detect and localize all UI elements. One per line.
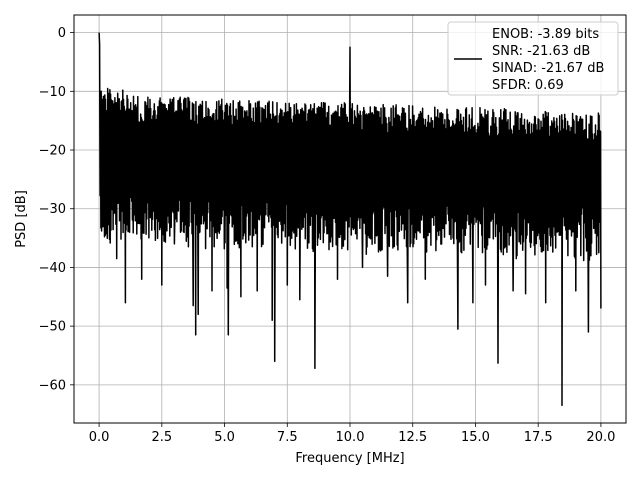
x-tick-label: 12.5 <box>398 430 427 445</box>
legend-box <box>447 21 619 96</box>
x-axis-ticks: 0.0 2.5 5.0 7.5 10.0 12.5 15.0 17.5 20.0 <box>89 423 615 445</box>
x-tick-label: 20.0 <box>586 430 615 445</box>
y-tick-label: −30 <box>39 202 66 217</box>
x-tick-label: 5.0 <box>214 430 235 445</box>
x-tick-label: 0.0 <box>89 430 110 445</box>
x-tick-label: 17.5 <box>524 430 553 445</box>
y-tick-label: −20 <box>39 144 66 159</box>
x-tick-label: 10.0 <box>336 430 365 445</box>
legend-line-snr: SNR: -21.63 dB <box>492 44 590 59</box>
legend-line-enob: ENOB: -3.89 bits <box>492 27 599 42</box>
y-axis-label: PSD [dB] <box>14 190 29 248</box>
legend-line-sfdr: SFDR: 0.69 <box>492 78 564 93</box>
y-tick-label: −60 <box>39 378 66 393</box>
legend: ENOB: -3.89 bits SNR: -21.63 dB SINAD: -… <box>447 21 619 96</box>
series-line <box>98 32 602 407</box>
y-tick-label: −10 <box>39 85 66 100</box>
y-tick-label: −40 <box>39 261 66 276</box>
x-tick-label: 2.5 <box>151 430 172 445</box>
y-tick-label: −50 <box>39 320 66 335</box>
legend-line-sinad: SINAD: -21.67 dB <box>492 61 604 76</box>
x-tick-label: 15.0 <box>461 430 490 445</box>
x-axis-label: Frequency [MHz] <box>295 451 404 466</box>
y-axis-ticks: 0 −10 −20 −30 −40 −50 −60 <box>39 26 74 393</box>
y-tick-label: 0 <box>58 26 66 41</box>
x-tick-label: 7.5 <box>277 430 298 445</box>
series-group <box>98 32 602 407</box>
